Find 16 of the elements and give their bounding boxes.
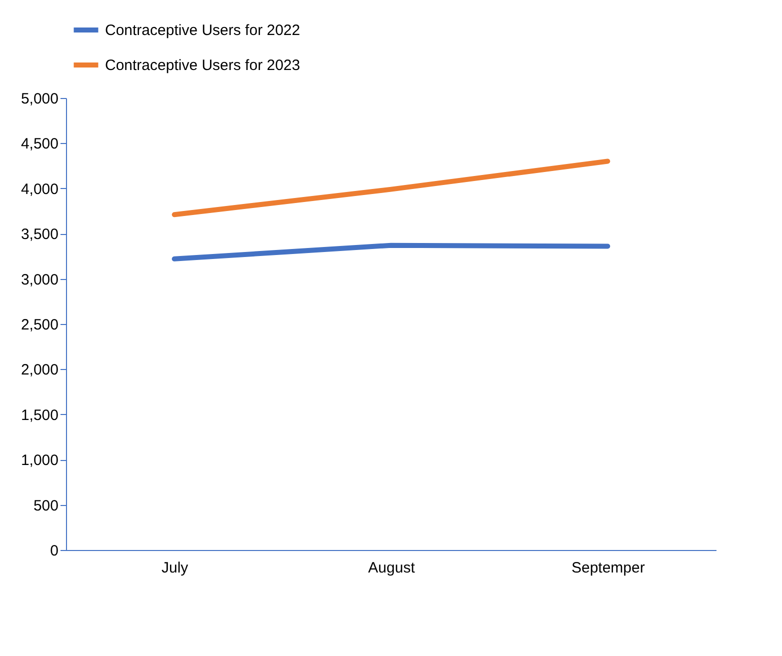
y-tick-label: 4,500 xyxy=(20,136,58,153)
legend-label: Contraceptive Users for 2023 xyxy=(105,57,300,74)
y-tick-label: 2,500 xyxy=(20,316,58,334)
legend-label: Contraceptive Users for 2022 xyxy=(105,22,300,39)
y-tick-label: 5,000 xyxy=(20,90,58,108)
y-tick-label: 3,500 xyxy=(20,226,58,244)
y-tick-label: 1,000 xyxy=(20,452,58,470)
y-tick-label: 500 xyxy=(33,497,58,514)
y-tick-label: 2,000 xyxy=(20,362,58,379)
x-tick-label: Septemper xyxy=(571,560,645,576)
y-tick-label: 1,500 xyxy=(20,406,58,424)
x-tick-label: August xyxy=(368,560,416,576)
y-tick-label: 0 xyxy=(50,542,58,560)
y-tick-label: 4,000 xyxy=(20,180,58,198)
x-tick-label: July xyxy=(161,560,189,576)
y-tick-label: 3,000 xyxy=(20,271,58,288)
